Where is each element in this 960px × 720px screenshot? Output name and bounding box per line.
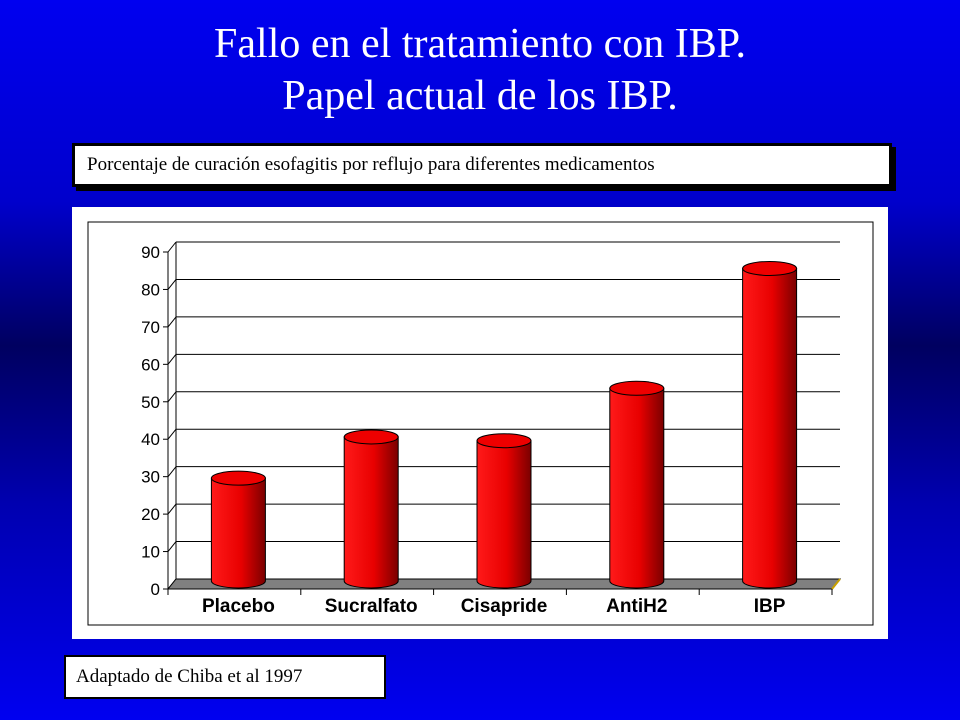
- bar-body: [343, 436, 399, 589]
- x-category-label: IBP: [754, 596, 786, 617]
- bar-sucralfato: [343, 429, 399, 589]
- bars: [210, 260, 798, 589]
- y-tick-label: 60: [141, 355, 160, 374]
- labels: 0 10 20 30 40 50 60 70 80 90 Placebo Sucralfato Cisa…: [141, 243, 786, 617]
- bar-top: [742, 260, 798, 276]
- y-tick-label: 10: [141, 543, 160, 562]
- bar-cisapride: [476, 433, 532, 589]
- bar-body: [210, 477, 266, 589]
- x-category-label: AntiH2: [606, 596, 667, 617]
- y-tick-label: 30: [141, 468, 160, 487]
- x-category-label: Cisapride: [461, 596, 548, 617]
- wall-diagonal: [167, 316, 177, 328]
- wall-diagonal: [167, 428, 177, 440]
- title-line-2: Papel actual de los IBP.: [282, 73, 678, 119]
- y-tick-label: 90: [141, 243, 160, 262]
- bar-ibp: [742, 260, 798, 589]
- bar-chart: 0 10 20 30 40 50 60 70 80 90 Placebo Sucralfato Cisa…: [87, 221, 874, 626]
- wall-diagonal: [167, 503, 177, 515]
- bar-body: [609, 387, 665, 589]
- wall-diagonal: [167, 241, 177, 253]
- plot-area-border: [87, 221, 874, 626]
- wall-diagonal: [167, 354, 177, 365]
- bar-body: [476, 440, 532, 589]
- bar-top: [343, 429, 399, 445]
- grid-lines: [167, 241, 840, 590]
- y-tick-label: 50: [141, 393, 160, 412]
- bar-top: [609, 380, 665, 396]
- title-line-1: Fallo en el tratamiento con IBP.: [214, 21, 746, 67]
- wall-diagonal: [167, 541, 177, 552]
- bar-top: [210, 470, 266, 486]
- y-tick-label: 20: [141, 505, 160, 524]
- bar-placebo: [210, 470, 266, 589]
- wall-diagonal: [167, 391, 177, 403]
- wall-diagonal: [167, 466, 177, 477]
- x-category-label: Sucralfato: [325, 596, 418, 617]
- y-tick-label: 40: [141, 430, 160, 449]
- x-category-label: Placebo: [202, 596, 275, 617]
- y-tick-label: 0: [151, 580, 160, 599]
- bar-top: [476, 433, 532, 449]
- chart-frame: 0 10 20 30 40 50 60 70 80 90 Placebo Sucralfato Cisa…: [72, 207, 888, 639]
- y-tick-label: 70: [141, 318, 160, 337]
- floor-edge: [831, 578, 841, 590]
- wall-diagonal: [167, 279, 177, 290]
- bar-body: [742, 267, 798, 589]
- slide-title: Fallo en el tratamiento con IBP. Papel a…: [0, 18, 960, 122]
- y-tick-label: 80: [141, 280, 160, 299]
- chart-caption: Porcentaje de curación esofagitis por re…: [72, 143, 892, 187]
- source-citation: Adaptado de Chiba et al 1997: [64, 655, 386, 699]
- bar-antih2: [609, 380, 665, 589]
